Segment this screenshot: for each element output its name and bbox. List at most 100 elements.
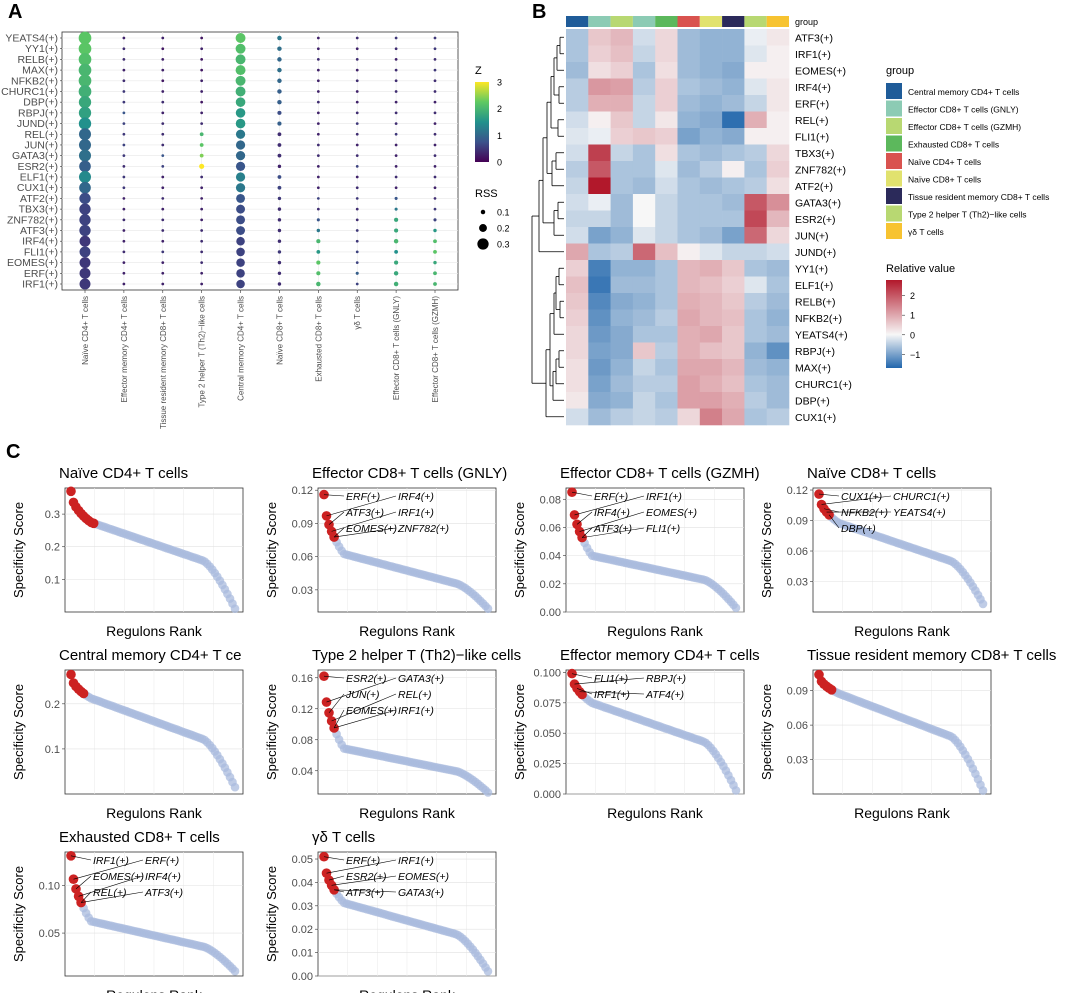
y-tick-label: EOMES(+) (7, 257, 58, 269)
label-connector (331, 511, 397, 532)
regulon-label: EOMES(+) (346, 523, 397, 535)
heatmap-cell (632, 161, 656, 178)
heatmap-cell (632, 177, 656, 195)
heatmap-cell (699, 144, 723, 162)
y-tick-label: 0.01 (292, 948, 313, 960)
heatmap-cell (722, 276, 745, 294)
x-tick-label: Naïve CD8+ T cells (275, 296, 284, 365)
dot-point (316, 111, 320, 115)
rss-legend-dot (477, 238, 489, 250)
heatmap-cell (632, 326, 656, 343)
dot-point (316, 143, 320, 147)
subplot-title: Effector CD8+ T cells (GNLY) (312, 465, 507, 482)
heatmap-cell (566, 227, 589, 244)
heatmap-cell (610, 293, 634, 310)
dot-point (78, 117, 92, 130)
heatmap-cell (632, 78, 656, 96)
dot-point (355, 58, 359, 61)
heatmap-cell (655, 62, 678, 79)
heatmap-cell (722, 177, 745, 195)
label-connector (81, 891, 144, 903)
heatmap-cell (699, 95, 723, 112)
dot-point (161, 197, 165, 200)
heatmap-cell (766, 260, 790, 277)
heatmap-cell (766, 359, 790, 376)
x-axis-label: Regulons Rank (854, 805, 951, 821)
heatmap-cell (610, 408, 634, 426)
y-tick-label: ATF2(+) (20, 193, 58, 205)
group-annotation-cell (566, 16, 589, 27)
dot-point (236, 226, 246, 235)
group-legend-label: Type 2 helper T (Th2)−like cells (908, 210, 1027, 220)
heatmap-cell (610, 243, 634, 261)
heatmap-cell (699, 293, 723, 310)
dot-point (316, 68, 320, 72)
dot-point (161, 207, 165, 211)
subplot-title: γδ T cells (312, 829, 375, 846)
subplot-title: Effector memory CD4+ T cells (560, 647, 760, 664)
heatmap-cell (677, 144, 701, 162)
dot-point (277, 250, 282, 254)
heatmap-cell (744, 342, 767, 360)
heatmap-cell (610, 111, 634, 129)
dot-point (277, 228, 282, 233)
heatmap-cell (610, 29, 634, 46)
dot-point (394, 250, 398, 254)
dot-point (277, 196, 282, 201)
dot-point (122, 90, 126, 93)
label-connector (75, 875, 92, 890)
dot-point (316, 271, 321, 276)
heatmap-cell (677, 227, 701, 244)
dot-point (277, 121, 282, 126)
y-axis-label: Specificity Score (759, 684, 774, 780)
dot-point (235, 118, 246, 129)
regulon-label: REL(+) (93, 887, 127, 899)
y-tick-label: ERF(+) (24, 268, 58, 280)
regulon-label: EOMES(+) (93, 871, 144, 883)
dot-point (394, 36, 398, 40)
row-label: RELB(+) (795, 296, 836, 308)
value-legend-title: Relative value (886, 263, 955, 275)
y-tick-label: 0.03 (292, 585, 313, 597)
dot-point (122, 282, 126, 286)
dot-point (235, 97, 246, 107)
panel-b-heatmap: group ATF3(+) IRF1(+) EOMES(+) IRF4(+) ERF(+)… (531, 16, 1049, 426)
heatmap-cell (699, 29, 723, 46)
heatmap-cell (722, 144, 745, 162)
row-label: REL(+) (795, 115, 829, 127)
heatmap-cell (744, 260, 767, 277)
dot-point (235, 172, 246, 182)
y-tick-label: 0.06 (787, 546, 808, 558)
regulon-label: DBP(+) (841, 523, 876, 535)
dot-point (433, 250, 437, 254)
group-legend-swatch (886, 205, 902, 222)
dot-point (161, 250, 165, 254)
heatmap-cell (722, 111, 745, 129)
y-tick-label: 0.2 (45, 699, 60, 711)
dot-point (199, 153, 204, 158)
label-connector (333, 527, 345, 538)
heatmap-cell (588, 78, 611, 96)
regulon-label: ATF3(+) (345, 507, 384, 519)
heatmap-cell (588, 309, 611, 327)
heatmap-cell (699, 326, 723, 343)
dot-point (79, 257, 91, 269)
panel-c-subplot: Effector memory CD4+ T cells 0.000 0.025 0.… (512, 647, 760, 821)
heatmap-cell (766, 78, 790, 96)
dot-point (277, 271, 282, 276)
y-tick-label: 0.02 (540, 579, 561, 591)
row-label: ATF3(+) (795, 32, 833, 44)
heatmap-cell (632, 95, 656, 112)
dot-point (355, 239, 359, 243)
y-tick-label: 0.02 (292, 924, 313, 936)
regulon-label: IRF1(+) (594, 689, 630, 701)
heatmap-cell (566, 260, 589, 277)
y-tick-label: 0.2 (45, 542, 60, 554)
regulon-label: IRF1(+) (398, 705, 434, 717)
dot-point (394, 58, 398, 61)
y-tick-label: 0.12 (292, 485, 313, 497)
heatmap-cell (744, 309, 767, 327)
heatmap-cell (677, 194, 701, 211)
heatmap-cell (766, 375, 790, 393)
heatmap-cell (744, 359, 767, 376)
